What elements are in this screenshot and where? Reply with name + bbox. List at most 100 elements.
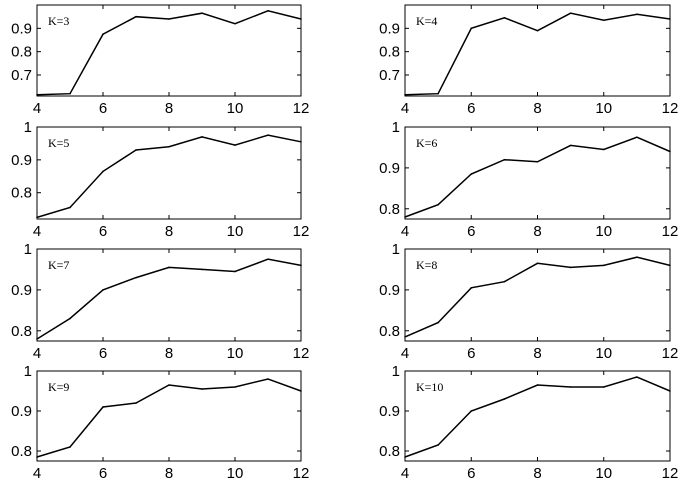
plot-frame [404, 370, 671, 462]
x-tick-label: 10 [227, 465, 244, 482]
plot-frame [404, 126, 671, 220]
data-point [102, 33, 104, 35]
data-point [102, 289, 104, 291]
y-tick-label: 0.9 [11, 20, 32, 37]
subplot-2: 4 6 8 10 12 0.9 0.8 0.7 K=4 [379, 4, 679, 117]
data-point [569, 386, 572, 388]
data-point [234, 386, 236, 388]
data-point [503, 17, 506, 19]
data-point [69, 446, 71, 448]
subplot-3: 4 6 8 10 12 1 0.9 0.8 K=5 [11, 119, 309, 240]
x-tick-label: 10 [227, 223, 244, 240]
data-point [569, 266, 572, 269]
data-point [102, 406, 104, 408]
y-tick-label: 0.9 [379, 20, 400, 37]
k-annotation: K=6 [416, 136, 437, 150]
data-point [569, 144, 572, 147]
x-tick-label: 8 [533, 100, 541, 117]
plot-frame [36, 4, 302, 97]
data-point [135, 276, 137, 279]
data-point [69, 317, 71, 320]
x-tick-label: 6 [99, 100, 107, 117]
x-tick-label: 12 [662, 465, 679, 482]
data-point [470, 173, 473, 175]
y-tick-label: 0.9 [11, 152, 32, 169]
data-point [69, 206, 71, 209]
x-tick-label: 4 [401, 345, 409, 362]
y-tick-label: 1 [392, 119, 400, 136]
data-point [437, 92, 439, 95]
data-point [437, 444, 439, 446]
k-annotation: K=8 [416, 258, 437, 272]
k-annotation: K=9 [48, 380, 69, 394]
data-point [234, 144, 236, 146]
data-point [135, 149, 137, 151]
data-point [36, 338, 38, 340]
data-point [404, 216, 406, 218]
data-point [168, 266, 170, 269]
x-tick-label: 8 [165, 345, 173, 362]
y-tick-label: 0.9 [379, 403, 400, 420]
y-tick-label: 0.8 [11, 323, 32, 340]
subplot-1: 4 6 8 10 12 0.9 0.8 0.7 K=3 [11, 4, 309, 117]
data-point [437, 203, 439, 206]
data-point [669, 390, 671, 392]
x-tick-label: 4 [33, 100, 41, 117]
x-tick-label: 6 [467, 465, 475, 482]
data-point [669, 150, 671, 153]
data-point [234, 270, 236, 273]
data-point [636, 376, 638, 378]
data-point [602, 148, 605, 151]
data-point [669, 18, 671, 20]
data-point [234, 22, 236, 25]
data-point [201, 268, 203, 271]
k-annotation: K=4 [416, 14, 437, 28]
x-tick-label: 6 [99, 345, 107, 362]
x-tick-label: 8 [533, 345, 541, 362]
x-tick-label: 12 [293, 465, 310, 482]
y-tick-label: 1 [392, 241, 400, 258]
y-tick-label: 0.8 [11, 443, 32, 460]
y-tick-label: 1 [24, 119, 32, 136]
x-tick-label: 12 [293, 345, 310, 362]
x-tick-label: 6 [99, 465, 107, 482]
y-tick-label: 0.7 [379, 67, 400, 84]
y-tick-label: 0.8 [379, 44, 400, 61]
x-tick-label: 6 [99, 223, 107, 240]
y-tick-label: 0.8 [379, 201, 400, 218]
x-tick-label: 4 [33, 465, 41, 482]
data-point [404, 94, 406, 96]
data-point [503, 158, 506, 161]
data-point [36, 216, 38, 219]
data-point [404, 336, 406, 338]
k-annotation: K=7 [48, 258, 69, 272]
x-tick-label: 10 [595, 345, 612, 362]
x-tick-label: 12 [293, 223, 310, 240]
x-tick-label: 10 [227, 345, 244, 362]
subplot-7: 4 6 8 10 12 1 0.9 0.8 K=9 [11, 363, 309, 482]
x-tick-label: 4 [33, 345, 41, 362]
y-tick-label: 0.9 [11, 282, 32, 299]
data-point [168, 384, 170, 386]
data-point [267, 378, 269, 380]
y-tick-label: 0.9 [11, 403, 32, 420]
data-point [201, 388, 203, 390]
x-tick-label: 6 [467, 345, 475, 362]
data-point [267, 134, 269, 137]
x-tick-label: 4 [33, 223, 41, 240]
k-annotation: K=10 [416, 380, 443, 394]
plot-frame [36, 370, 302, 462]
data-point [503, 398, 506, 400]
x-tick-label: 12 [662, 100, 679, 117]
x-tick-label: 4 [401, 465, 409, 482]
data-point [135, 402, 137, 404]
data-point [36, 94, 38, 96]
x-tick-label: 8 [165, 223, 173, 240]
x-tick-label: 6 [467, 223, 475, 240]
data-point [201, 136, 203, 138]
data-point [470, 287, 473, 289]
data-point [36, 456, 38, 458]
y-tick-label: 0.9 [379, 282, 400, 299]
data-point [636, 256, 638, 258]
